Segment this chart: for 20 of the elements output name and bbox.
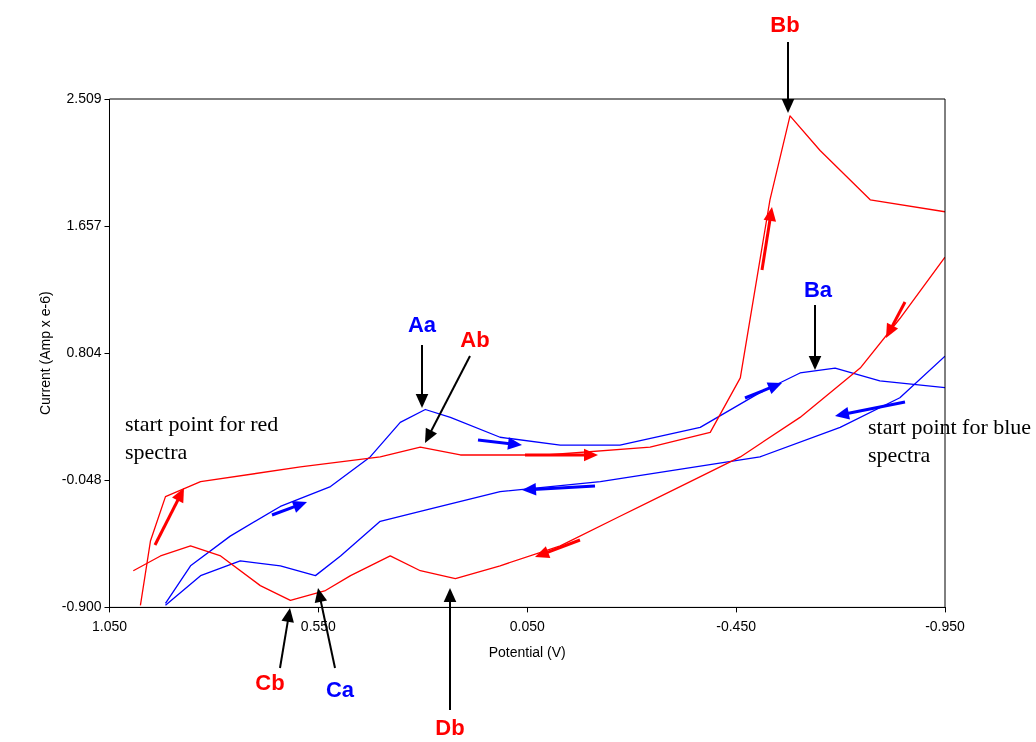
x-axis-title: Potential (V) [488, 644, 566, 661]
y-tick-label: -0.048 [61, 471, 102, 488]
y-tick-label: -0.900 [61, 598, 102, 615]
x-tick-label: -0.450 [716, 617, 757, 634]
annotation: Ba [803, 277, 833, 302]
text: Cb [255, 670, 285, 695]
y-tick-label: 2.509 [66, 89, 102, 106]
x-tick-label: 1.050 [91, 617, 128, 634]
annotation: Aa [407, 312, 437, 337]
text: Bb [770, 12, 800, 37]
y-tick-label: 1.657 [66, 216, 102, 233]
y-axis-title: Current (Amp x e-6) [37, 291, 54, 416]
x-tick-label: -0.950 [925, 617, 966, 634]
text: Db [435, 715, 465, 740]
annotation: start point for blue spectra [868, 413, 1033, 469]
x-tick-label: 0.050 [509, 617, 545, 634]
y-tick-label: 0.804 [66, 344, 102, 361]
text: Ca [325, 677, 355, 702]
annotation: start point for red spectra [125, 410, 280, 466]
annotation: Ab [460, 327, 490, 352]
